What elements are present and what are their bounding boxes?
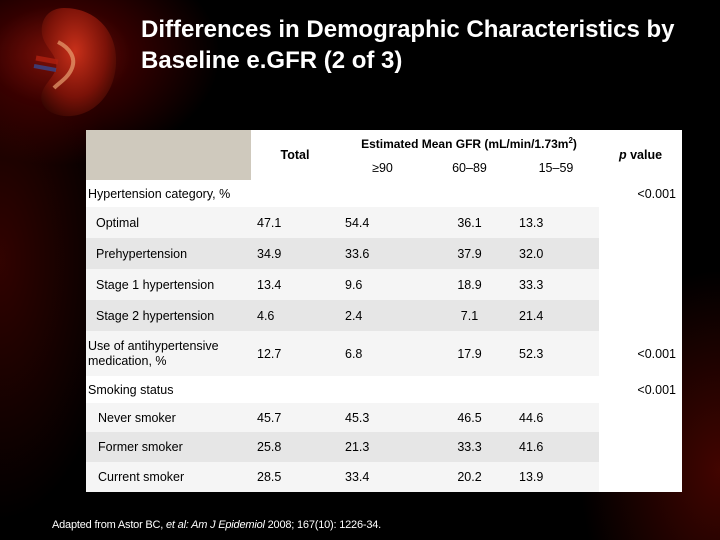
cell-gfr-90: 45.3 — [339, 403, 426, 432]
demographics-table: Total Estimated Mean GFR (mL/min/1.73m2)… — [86, 130, 682, 492]
kidney-illustration — [33, 8, 117, 117]
cell-gfr-90: 33.6 — [339, 238, 426, 269]
row-label: Use of antihypertensive medication, % — [86, 331, 251, 376]
header-row-sub: ≥90 60–89 15–59 — [86, 156, 682, 180]
table-row: Never smoker 45.7 45.3 46.5 44.6 — [86, 403, 682, 432]
cell-gfr-15-59: 41.6 — [513, 432, 599, 462]
cell-p-value: <0.001 — [599, 331, 682, 376]
cell-gfr-15-59: 52.3 — [513, 331, 599, 376]
cell-p-value — [599, 300, 682, 331]
cell-gfr-90: 2.4 — [339, 300, 426, 331]
citation-footnote: Adapted from Astor BC, et al: Am J Epide… — [52, 519, 382, 531]
section-label: Hypertension category, % — [86, 180, 599, 207]
header-total: Total — [251, 130, 339, 180]
cell-gfr-90: 54.4 — [339, 207, 426, 238]
cell-total: 13.4 — [251, 269, 339, 300]
header-p-value: p value — [599, 130, 682, 180]
table-row: Optimal 47.1 54.4 36.1 13.3 — [86, 207, 682, 238]
header-gfr-15-59: 15–59 — [513, 156, 599, 180]
row-label: Stage 2 hypertension — [86, 300, 251, 331]
cell-gfr-60-89: 33.3 — [426, 432, 513, 462]
cell-gfr-60-89: 36.1 — [426, 207, 513, 238]
row-label: Stage 1 hypertension — [86, 269, 251, 300]
section-row-hypertension: Hypertension category, % <0.001 — [86, 180, 682, 207]
header-gfr-60-89: 60–89 — [426, 156, 513, 180]
row-label: Current smoker — [86, 462, 251, 492]
cell-total: 12.7 — [251, 331, 339, 376]
header-row-top: Total Estimated Mean GFR (mL/min/1.73m2)… — [86, 130, 682, 180]
cell-total: 45.7 — [251, 403, 339, 432]
cell-gfr-60-89: 46.5 — [426, 403, 513, 432]
cell-gfr-15-59: 21.4 — [513, 300, 599, 331]
cell-gfr-60-89: 20.2 — [426, 462, 513, 492]
cell-gfr-60-89: 7.1 — [426, 300, 513, 331]
cell-total: 4.6 — [251, 300, 339, 331]
cell-gfr-15-59: 32.0 — [513, 238, 599, 269]
cell-gfr-90: 21.3 — [339, 432, 426, 462]
section-label: Smoking status — [86, 376, 599, 403]
cell-gfr-15-59: 44.6 — [513, 403, 599, 432]
cell-gfr-90: 6.8 — [339, 331, 426, 376]
row-label: Former smoker — [86, 432, 251, 462]
header-gfr-90: ≥90 — [339, 156, 426, 180]
cell-gfr-90: 33.4 — [339, 462, 426, 492]
section-p-value: <0.001 — [599, 376, 682, 403]
row-label: Never smoker — [86, 403, 251, 432]
section-p-value: <0.001 — [599, 180, 682, 207]
cell-gfr-15-59: 13.3 — [513, 207, 599, 238]
slide-title: Differences in Demographic Characteristi… — [141, 16, 675, 74]
cell-p-value — [599, 207, 682, 238]
cell-total: 34.9 — [251, 238, 339, 269]
header-gfr-group: Estimated Mean GFR (mL/min/1.73m2) — [339, 130, 599, 156]
table-row: Stage 2 hypertension 4.6 2.4 7.1 21.4 — [86, 300, 682, 331]
cell-total: 25.8 — [251, 432, 339, 462]
table-row: Stage 1 hypertension 13.4 9.6 18.9 33.3 — [86, 269, 682, 300]
cell-gfr-60-89: 18.9 — [426, 269, 513, 300]
cell-gfr-15-59: 13.9 — [513, 462, 599, 492]
cell-p-value — [599, 269, 682, 300]
table-row: Use of antihypertensive medication, % 12… — [86, 331, 682, 376]
cell-gfr-60-89: 37.9 — [426, 238, 513, 269]
row-label: Optimal — [86, 207, 251, 238]
cell-p-value — [599, 432, 682, 462]
cell-p-value — [599, 403, 682, 432]
cell-total: 47.1 — [251, 207, 339, 238]
table-row: Current smoker 28.5 33.4 20.2 13.9 — [86, 462, 682, 492]
section-row-smoking: Smoking status <0.001 — [86, 376, 682, 403]
cell-gfr-15-59: 33.3 — [513, 269, 599, 300]
table-row: Prehypertension 34.9 33.6 37.9 32.0 — [86, 238, 682, 269]
table-row: Former smoker 25.8 21.3 33.3 41.6 — [86, 432, 682, 462]
cell-gfr-90: 9.6 — [339, 269, 426, 300]
cell-total: 28.5 — [251, 462, 339, 492]
header-blank-cell — [86, 130, 251, 180]
cell-p-value — [599, 462, 682, 492]
cell-p-value — [599, 238, 682, 269]
cell-gfr-60-89: 17.9 — [426, 331, 513, 376]
row-label: Prehypertension — [86, 238, 251, 269]
